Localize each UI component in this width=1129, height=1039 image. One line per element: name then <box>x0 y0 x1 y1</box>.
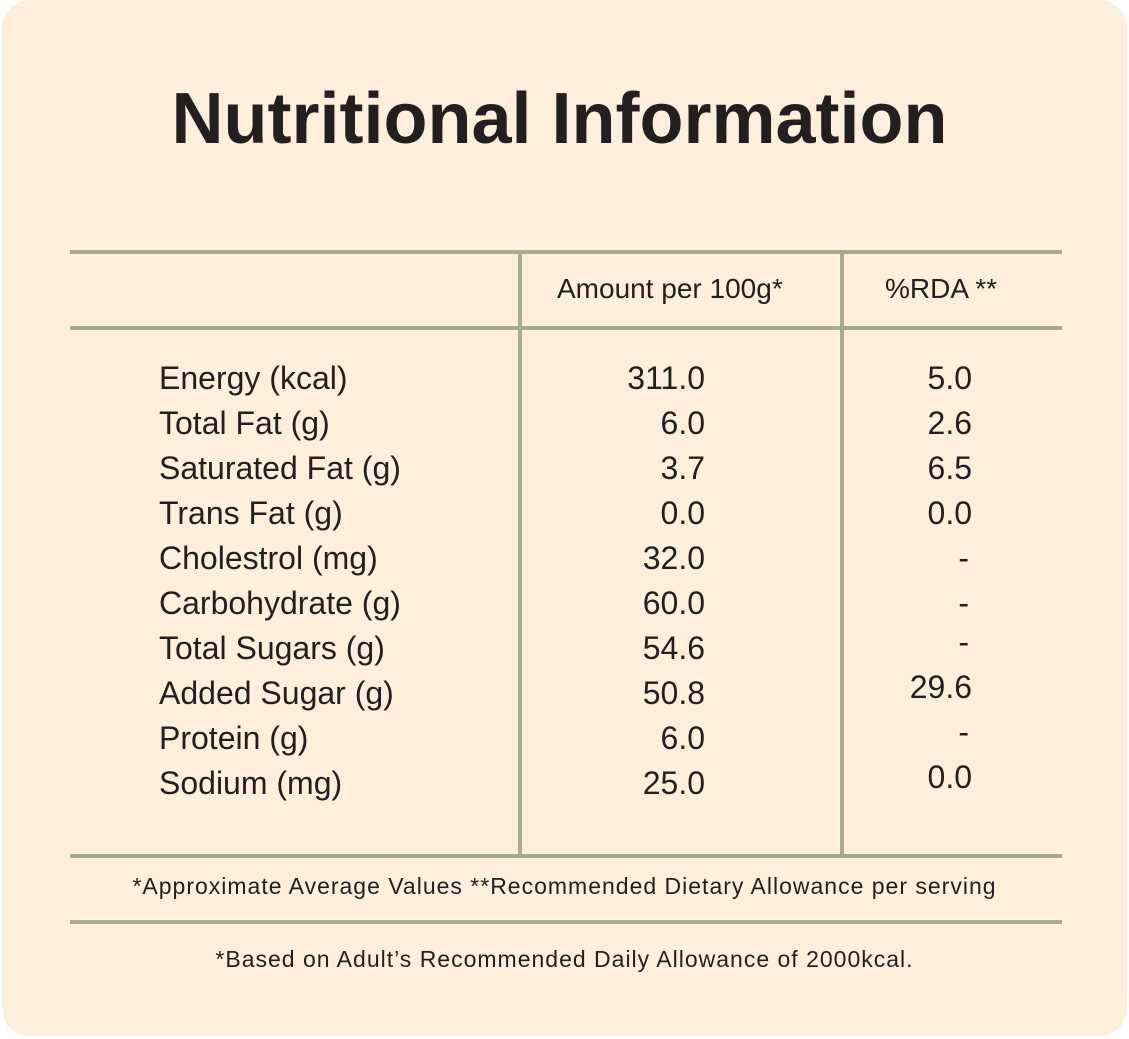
column-divider-amount <box>518 252 522 858</box>
nutrient-rda: 0.0 <box>927 759 972 795</box>
nutrient-label: Trans Fat (g) <box>159 495 343 531</box>
column-divider-rda <box>840 252 844 858</box>
table-row: Added Sugar (g) 50.8 29.6 <box>2 669 1127 720</box>
nutrient-label: Total Fat (g) <box>159 405 330 441</box>
nutrient-label: Total Sugars (g) <box>159 630 385 666</box>
nutrient-amount: 54.6 <box>642 630 705 666</box>
table-row: Energy (kcal) 311.0 5.0 <box>2 360 1127 405</box>
nutrient-label: Sodium (mg) <box>159 765 343 801</box>
nutrient-label: Carbohydrate (g) <box>159 585 401 621</box>
table-row: Trans Fat (g) 0.0 0.0 <box>2 495 1127 540</box>
nutrient-label: Energy (kcal) <box>159 360 348 396</box>
nutrient-rda: - <box>958 624 969 660</box>
header-rda: %RDA ** <box>885 273 998 304</box>
header-amount: Amount per 100g* <box>557 273 783 304</box>
table-top-rule <box>70 250 1062 254</box>
table-row: Cholestrol (mg) 32.0 - <box>2 540 1127 585</box>
nutrient-amount: 6.0 <box>660 405 705 441</box>
nutrient-label: Added Sugar (g) <box>159 675 394 711</box>
nutrient-label: Cholestrol (mg) <box>159 540 378 576</box>
nutrient-rda: - <box>958 585 969 621</box>
nutrient-rda: 6.5 <box>927 450 972 486</box>
nutrient-label: Saturated Fat (g) <box>159 450 401 486</box>
nutrient-rda: - <box>958 714 969 750</box>
nutrient-amount: 0.0 <box>660 495 705 531</box>
nutrient-amount: 3.7 <box>660 450 705 486</box>
nutrient-amount: 25.0 <box>642 765 705 801</box>
table-row: Carbohydrate (g) 60.0 - <box>2 585 1127 630</box>
header-bottom-rule <box>70 326 1062 330</box>
nutrient-rda: 5.0 <box>927 360 972 396</box>
table-bottom-rule <box>70 854 1062 858</box>
footnote-rule <box>70 920 1062 924</box>
nutrient-label: Protein (g) <box>159 720 309 756</box>
nutrient-rda: - <box>958 540 969 576</box>
table-row: Saturated Fat (g) 3.7 6.5 <box>2 450 1127 495</box>
table-row: Total Fat (g) 6.0 2.6 <box>2 405 1127 450</box>
footnote-values: *Approximate Average Values **Recommende… <box>132 873 997 899</box>
nutrient-amount: 60.0 <box>642 585 705 621</box>
nutrient-amount: 50.8 <box>642 675 705 711</box>
nutrient-amount: 32.0 <box>642 540 705 576</box>
page-title: Nutritional Information <box>171 79 948 159</box>
footnote-rda-basis: *Based on Adult’s Recommended Daily Allo… <box>215 946 914 972</box>
nutrient-rda: 0.0 <box>927 495 972 531</box>
nutrient-rda: 29.6 <box>909 669 972 705</box>
table-row: Protein (g) 6.0 - <box>2 714 1127 765</box>
nutrient-amount: 6.0 <box>660 720 705 756</box>
nutrient-rda: 2.6 <box>927 405 972 441</box>
nutrient-amount: 311.0 <box>627 360 705 396</box>
table-row: Sodium (mg) 25.0 0.0 <box>2 759 1127 810</box>
table-row: Total Sugars (g) 54.6 - <box>2 624 1127 675</box>
